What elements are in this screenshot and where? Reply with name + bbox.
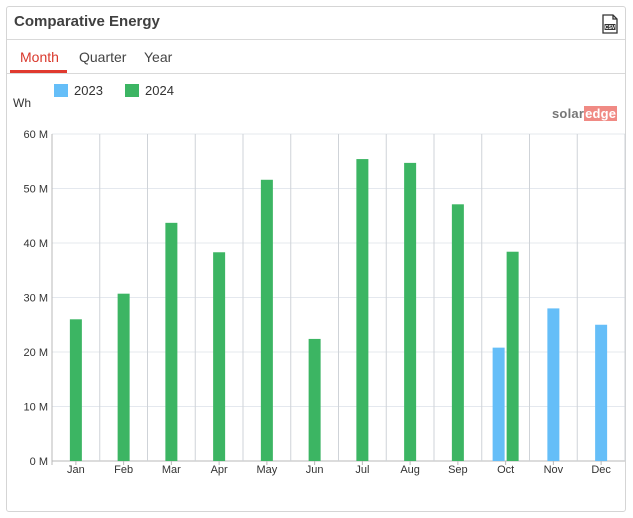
x-tick-label-sep: Sep (448, 464, 468, 476)
legend-label-2024: 2024 (145, 83, 174, 98)
x-tick-label-jan: Jan (67, 464, 85, 476)
period-tabs: Month Quarter Year (7, 40, 625, 74)
x-tick-label-oct: Oct (497, 464, 514, 476)
solaredge-logo: solaredge (552, 106, 618, 121)
bar-2024-jul[interactable] (356, 159, 369, 461)
bar-2024-mar[interactable] (165, 222, 178, 461)
bar-2024-oct[interactable] (506, 251, 519, 461)
bar-2024-sep[interactable] (451, 204, 464, 461)
tab-quarter[interactable]: Quarter (79, 49, 127, 65)
bar-2023-nov[interactable] (547, 308, 560, 461)
x-tick-label-nov: Nov (544, 464, 564, 476)
y-tick-label: 60 M (24, 129, 48, 141)
x-tick-label-jul: Jul (355, 464, 369, 476)
x-tick-label-apr: Apr (211, 464, 228, 476)
x-tick-label-dec: Dec (591, 464, 611, 476)
x-tick-label-mar: Mar (162, 464, 181, 476)
y-tick-label: 0 M (30, 456, 48, 468)
svg-text:CSV: CSV (605, 25, 616, 31)
bar-2023-dec[interactable] (595, 324, 608, 461)
csv-download-icon[interactable]: CSV (601, 14, 619, 34)
y-axis-unit-label: Wh (13, 96, 31, 110)
bar-2024-may[interactable] (260, 179, 273, 461)
y-tick-label: 30 M (24, 293, 48, 305)
widget-header: Comparative Energy CSV (7, 7, 625, 40)
bar-2023-oct[interactable] (492, 347, 505, 461)
bar-2024-jun[interactable] (308, 338, 321, 461)
legend-item-2024[interactable]: 2024 (125, 83, 174, 98)
legend-swatch-2023 (54, 84, 68, 97)
y-tick-label: 10 M (24, 402, 48, 414)
x-tick-label-may: May (256, 464, 277, 476)
bar-2024-aug[interactable] (404, 162, 417, 461)
y-tick-label: 50 M (24, 184, 48, 196)
legend-swatch-2024 (125, 84, 139, 97)
bar-2024-apr[interactable] (213, 252, 226, 461)
active-tab-indicator (10, 70, 67, 73)
legend-item-2023[interactable]: 2023 (54, 83, 103, 98)
tab-year[interactable]: Year (144, 49, 173, 65)
tab-month[interactable]: Month (20, 49, 59, 65)
bar-2024-feb[interactable] (117, 293, 130, 461)
x-tick-label-aug: Aug (400, 464, 420, 476)
bar-2024-jan[interactable] (69, 319, 82, 461)
y-tick-label: 20 M (24, 347, 48, 359)
x-tick-label-feb: Feb (114, 464, 133, 476)
x-tick-label-jun: Jun (306, 464, 324, 476)
y-tick-label: 40 M (24, 238, 48, 250)
widget-title: Comparative Energy (14, 13, 160, 30)
legend-label-2023: 2023 (74, 83, 103, 98)
